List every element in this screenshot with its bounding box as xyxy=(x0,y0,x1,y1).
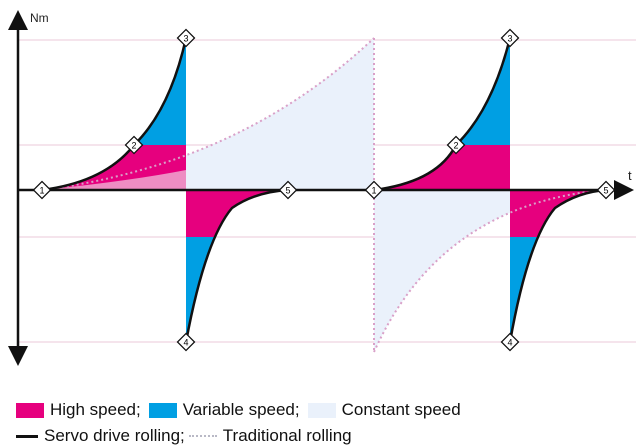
y-axis-label: Nm xyxy=(30,11,49,25)
marker-3-label: 3 xyxy=(183,34,188,44)
legend-label-traditional: Traditional rolling xyxy=(222,426,352,445)
marker-1b: 1 xyxy=(364,180,384,200)
legend-line-traditional xyxy=(188,435,217,437)
x-axis-label: t xyxy=(628,168,632,183)
grid-lines xyxy=(18,39,636,343)
servo-rise-region-1 xyxy=(42,38,186,190)
marker-4-label: 4 xyxy=(183,338,188,348)
marker-5b-label: 5 xyxy=(603,186,608,196)
marker-3b: 3 xyxy=(500,28,520,48)
servo-fall-region-2 xyxy=(510,190,606,342)
marker-2b: 2 xyxy=(446,135,466,155)
servo-fall-region-1 xyxy=(186,190,288,342)
marker-4b-label: 4 xyxy=(507,338,512,348)
legend-swatch-variable-speed xyxy=(148,402,177,418)
traditional-curve-2 xyxy=(373,189,605,353)
overlap-region xyxy=(42,170,186,190)
marker-4: 4 xyxy=(176,332,196,352)
markers: 1 2 3 4 5 1 2 3 xyxy=(32,28,616,352)
marker-2-label: 2 xyxy=(131,141,136,151)
marker-1-label: 1 xyxy=(39,186,44,196)
legend-label-servo: Servo drive rolling; xyxy=(44,426,185,445)
marker-4b: 4 xyxy=(500,332,520,352)
marker-1b-label: 1 xyxy=(371,186,376,196)
legend-label-high-speed: High speed; xyxy=(50,400,141,419)
marker-5-label: 5 xyxy=(285,186,290,196)
marker-2: 2 xyxy=(124,135,144,155)
legend-areas: High speed; Variable speed; Constant spe… xyxy=(16,400,461,420)
legend-line-servo xyxy=(16,434,38,438)
legend-lines: Servo drive rolling; Traditional rolling xyxy=(16,426,352,446)
marker-5b: 5 xyxy=(596,180,616,200)
constant-speed-region-2 xyxy=(374,190,604,352)
marker-5: 5 xyxy=(278,180,298,200)
marker-1: 1 xyxy=(32,180,52,200)
legend-swatch-constant-speed xyxy=(307,402,336,418)
servo-curve-fall-2 xyxy=(508,188,607,343)
constant-speed-region-1 xyxy=(42,38,374,190)
torque-time-diagram: Nm t 1 2 3 4 5 1 xyxy=(7,10,636,366)
marker-2b-label: 2 xyxy=(453,141,458,151)
legend-swatch-high-speed xyxy=(16,402,44,418)
servo-rise-region-2 xyxy=(374,38,510,190)
legend-label-variable-speed: Variable speed; xyxy=(182,400,300,419)
marker-3: 3 xyxy=(176,28,196,48)
legend-label-constant-speed: Constant speed xyxy=(341,400,461,419)
marker-3b-label: 3 xyxy=(507,34,512,44)
servo-curve-fall-1 xyxy=(184,188,289,343)
